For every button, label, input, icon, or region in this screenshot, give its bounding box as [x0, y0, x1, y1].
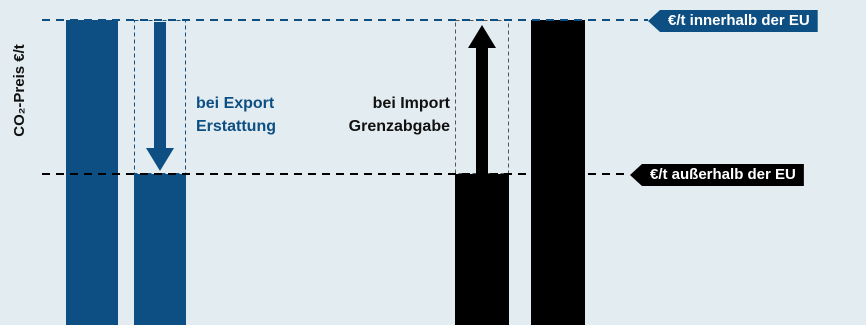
bar-non-eu-product [531, 20, 585, 325]
non-eu-price-tag: €/t außerhalb der EU [630, 164, 804, 186]
import-label-line1: bei Import [372, 95, 450, 112]
bar-eu-export [134, 174, 186, 325]
eu-price-tag: €/t innerhalb der EU [648, 10, 818, 32]
import-levy-label: bei Import Grenzabgabe [322, 92, 450, 138]
bar-import [455, 174, 509, 325]
export-label-line2: Erstattung [196, 118, 276, 135]
export-refund-label: bei Export Erstattung [196, 92, 276, 138]
y-axis-label: CO₂-Preis €/t [10, 43, 28, 137]
import-arrow [468, 25, 496, 174]
export-refund-box [134, 20, 186, 174]
export-arrow [146, 22, 174, 171]
import-label-line2: Grenzabgabe [348, 118, 450, 135]
bar-eu-production [66, 20, 118, 325]
export-label-line1: bei Export [196, 95, 275, 112]
